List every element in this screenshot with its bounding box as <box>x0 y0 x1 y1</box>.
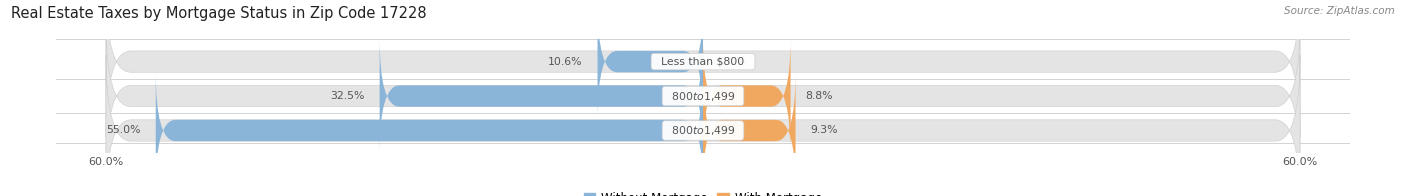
Text: 0.0%: 0.0% <box>718 57 745 67</box>
FancyBboxPatch shape <box>703 72 796 189</box>
Text: 10.6%: 10.6% <box>548 57 582 67</box>
FancyBboxPatch shape <box>156 72 703 189</box>
Text: Less than $800: Less than $800 <box>654 57 752 67</box>
Text: Source: ZipAtlas.com: Source: ZipAtlas.com <box>1284 6 1395 16</box>
Text: 55.0%: 55.0% <box>107 125 141 135</box>
FancyBboxPatch shape <box>105 21 1301 172</box>
Text: $800 to $1,499: $800 to $1,499 <box>665 124 741 137</box>
FancyBboxPatch shape <box>380 38 703 154</box>
Text: $800 to $1,499: $800 to $1,499 <box>665 90 741 103</box>
FancyBboxPatch shape <box>703 38 790 154</box>
Text: 9.3%: 9.3% <box>810 125 838 135</box>
Legend: Without Mortgage, With Mortgage: Without Mortgage, With Mortgage <box>579 187 827 196</box>
Text: 8.8%: 8.8% <box>806 91 832 101</box>
Text: Real Estate Taxes by Mortgage Status in Zip Code 17228: Real Estate Taxes by Mortgage Status in … <box>11 6 427 21</box>
FancyBboxPatch shape <box>105 0 1301 137</box>
Text: 32.5%: 32.5% <box>330 91 364 101</box>
FancyBboxPatch shape <box>105 55 1301 196</box>
FancyBboxPatch shape <box>598 3 703 120</box>
